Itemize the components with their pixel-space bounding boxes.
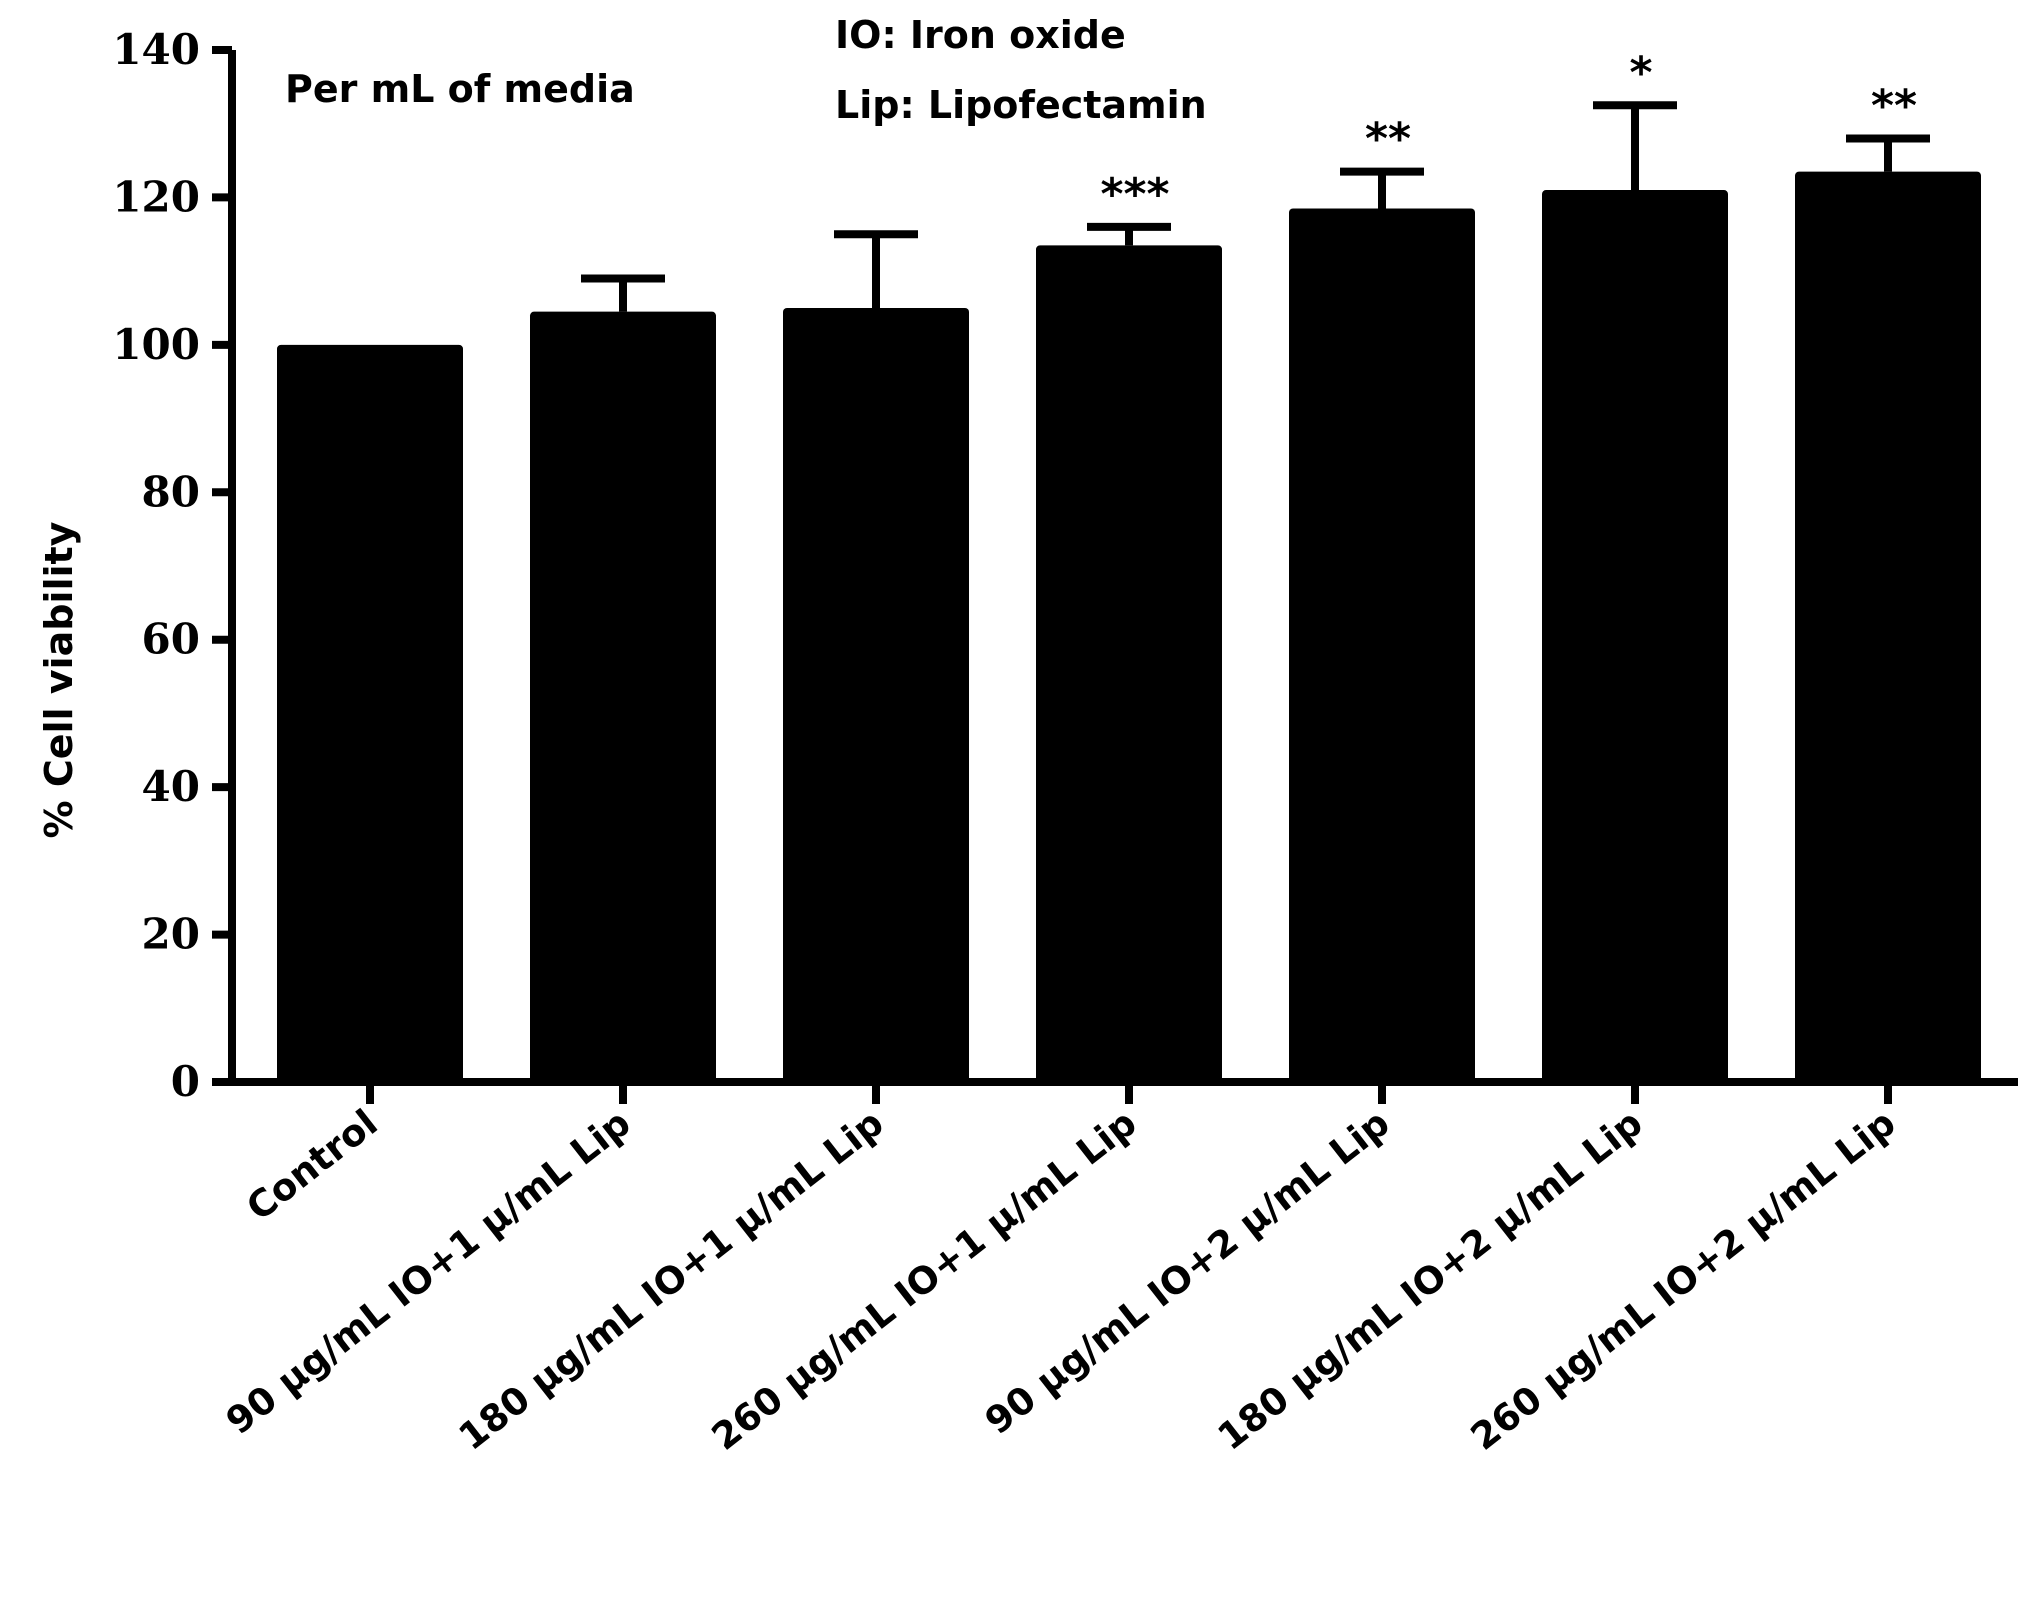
bars: ******** [277,47,1981,1083]
x-category-label: 180 µg/mL IO+1 µ/mL Lip [451,1101,892,1459]
bar [783,308,969,1082]
bar [530,311,716,1083]
x-category-label: 90 µg/mL IO+2 µ/mL Lip [977,1101,1397,1443]
y-tick-label: 20 [142,910,200,959]
bar [277,344,463,1082]
x-category-label: 90 µg/mL IO+1 µ/mL Lip [218,1101,638,1443]
y-axis-ticks: 0 20 40 60 80 100 120 140 [112,25,232,1106]
x-category-label: 260 µg/mL IO+2 µ/mL Lip [1463,1101,1904,1459]
significance-label: *** [1100,169,1169,220]
bar [1795,171,1981,1083]
bar [1542,190,1728,1083]
y-tick-label: 120 [112,172,200,221]
x-category-label: 260 µg/mL IO+1 µ/mL Lip [704,1101,1145,1459]
significance-label: ** [1871,80,1917,131]
y-tick-label: 80 [142,467,200,516]
y-tick-label: 140 [112,25,200,74]
y-tick-label: 100 [112,320,200,369]
y-tick-label: 40 [142,762,200,811]
significance-label: * [1629,47,1652,98]
annotation-per-ml: Per mL of media [285,67,635,111]
bar [1036,245,1222,1083]
x-category-label: Control [239,1101,386,1229]
significance-label: ** [1365,114,1411,165]
bar [1289,208,1475,1082]
y-tick-label: 60 [142,615,200,664]
y-axis-label: % Cell viability [37,521,81,838]
legend-iron-oxide: IO: Iron oxide [835,13,1126,57]
x-category-label: 180 µg/mL IO+2 µ/mL Lip [1210,1101,1651,1459]
legend-lipofectamin: Lip: Lipofectamin [835,83,1207,127]
y-tick-label: 0 [171,1057,200,1106]
